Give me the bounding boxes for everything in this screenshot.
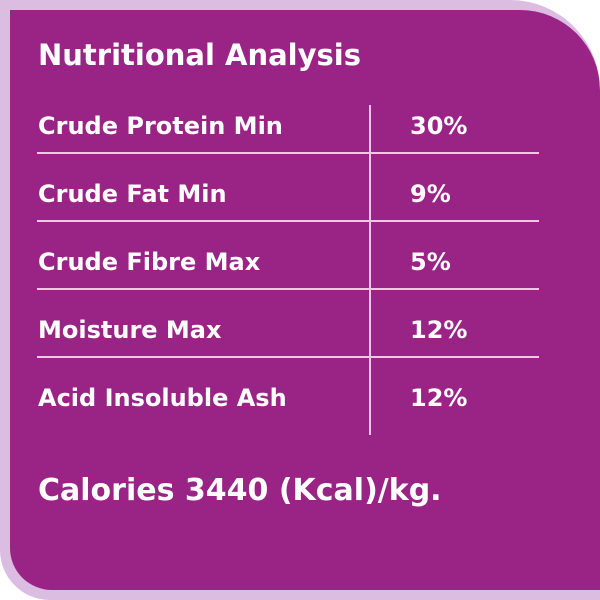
footer-text: Calories 3440 (Kcal)/kg. xyxy=(38,473,442,508)
column-divider xyxy=(369,105,371,435)
row-value: 5% xyxy=(410,248,451,276)
row-label: Moisture Max xyxy=(38,316,222,344)
row-value: 12% xyxy=(410,316,468,344)
title: Nutritional Analysis xyxy=(38,38,361,72)
row-label: Crude Fibre Max xyxy=(38,248,261,276)
row-divider xyxy=(37,220,539,222)
row-divider xyxy=(37,356,539,358)
row-label: Acid Insoluble Ash xyxy=(38,384,287,412)
row-value: 9% xyxy=(410,180,451,208)
row-value: 12% xyxy=(410,384,468,412)
row-divider xyxy=(37,152,539,154)
row-label: Crude Protein Min xyxy=(38,112,283,140)
card-panel: Nutritional Analysis Crude Protein Min 30… xyxy=(10,10,600,590)
row-value: 30% xyxy=(410,112,468,140)
row-divider xyxy=(37,288,539,290)
row-label: Crude Fat Min xyxy=(38,180,227,208)
